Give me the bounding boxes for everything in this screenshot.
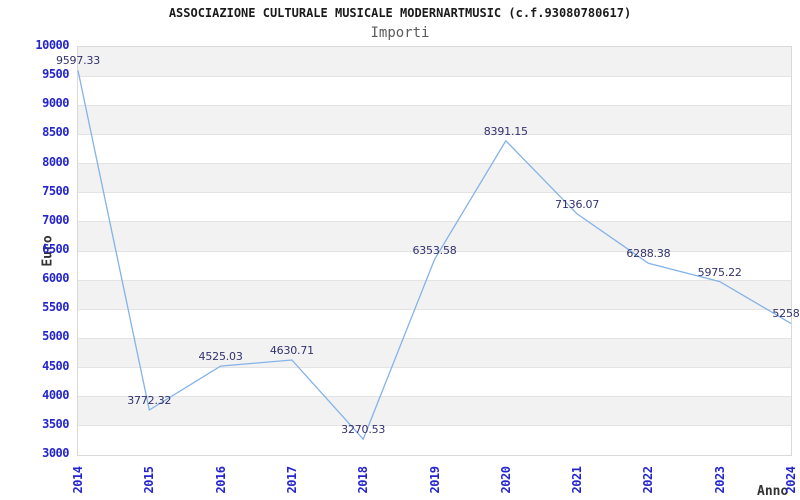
gridline [78,308,791,310]
gridline [78,250,791,252]
data-point-label: 6353.58 [412,243,457,257]
data-point-label: 5258.2 [772,307,800,321]
y-tick-label: 8500 [42,125,69,140]
y-tick-label: 3000 [42,446,69,460]
y-tick-label: 3500 [42,416,69,431]
grid-band [78,338,791,368]
x-tick-label-text: 2014 [71,466,85,494]
gridline [78,279,791,281]
grid-band [78,192,791,222]
data-point-label: 4525.03 [198,350,243,364]
grid-band [78,251,791,281]
grid-band [78,425,791,455]
gridline [78,133,791,135]
y-tick-label: 4000 [42,387,69,402]
grid-band [78,76,791,106]
x-tick-label-text: 2018 [356,466,371,494]
plot-area: 9597.33 3772.32 4525.03 4630.71 3270.53 6353.… [56,46,800,456]
grid-band [78,163,791,193]
y-tick-label: 10000 [35,38,69,52]
gridline [78,425,791,427]
grid-band [78,396,791,426]
y-tick-label: 6500 [42,242,69,256]
data-point-label: 4630.71 [269,343,314,357]
gridline [78,367,791,369]
x-tick-label-text: 2020 [498,466,513,494]
y-tick-label: 6000 [42,271,69,286]
data-point-label: 8391.15 [483,124,528,138]
gridline [78,337,791,339]
x-tick-label-text: 2021 [570,466,585,494]
y-tick-label: 9500 [42,67,69,82]
data-point-label: 3270.53 [341,423,386,437]
chart-title: ASSOCIAZIONE CULTURALE MUSICALE MODERNAR… [168,6,632,20]
y-tick-label: 9000 [42,96,69,111]
gridline [78,221,791,223]
grid-band [78,280,791,310]
y-tick-label: 5500 [42,300,69,315]
x-axis-title: Anno [757,484,789,499]
x-tick-label-text: 2019 [427,466,442,494]
x-tick-label-text: 2017 [284,466,299,494]
data-point-label: 3772.32 [127,393,172,407]
gridline [78,75,791,77]
line-series-svg [77,70,792,441]
data-point-label: 5975.22 [697,265,742,279]
x-tick-label-text: 2016 [213,466,228,494]
y-tick-label: 7000 [42,212,69,227]
x-tick-label-text: 2015 [142,466,157,494]
grid-band [78,47,791,77]
gridline [78,104,791,106]
grid-band [78,221,791,251]
y-tick-label: 8000 [42,154,69,169]
grid-band [78,105,791,135]
gridline [78,192,791,194]
y-tick-label: 4500 [42,358,69,373]
data-point-label: 6288.38 [626,247,671,261]
x-tick-label-text: 2022 [641,466,656,494]
grid-band [78,367,791,397]
line-series [77,70,792,441]
data-point-label: 7136.07 [555,197,600,211]
y-tick-label: 7500 [42,183,69,198]
y-tick-label: 5000 [42,329,69,344]
gridline [78,163,791,165]
x-tick-label-text: 2024 [784,466,798,494]
grid-band [78,309,791,339]
data-point-label: 9597.33 [55,54,101,68]
x-tick-label-text: 2023 [712,466,727,494]
chart-subtitle: Importi [370,25,430,41]
gridline [78,396,791,398]
grid-band [78,134,791,164]
